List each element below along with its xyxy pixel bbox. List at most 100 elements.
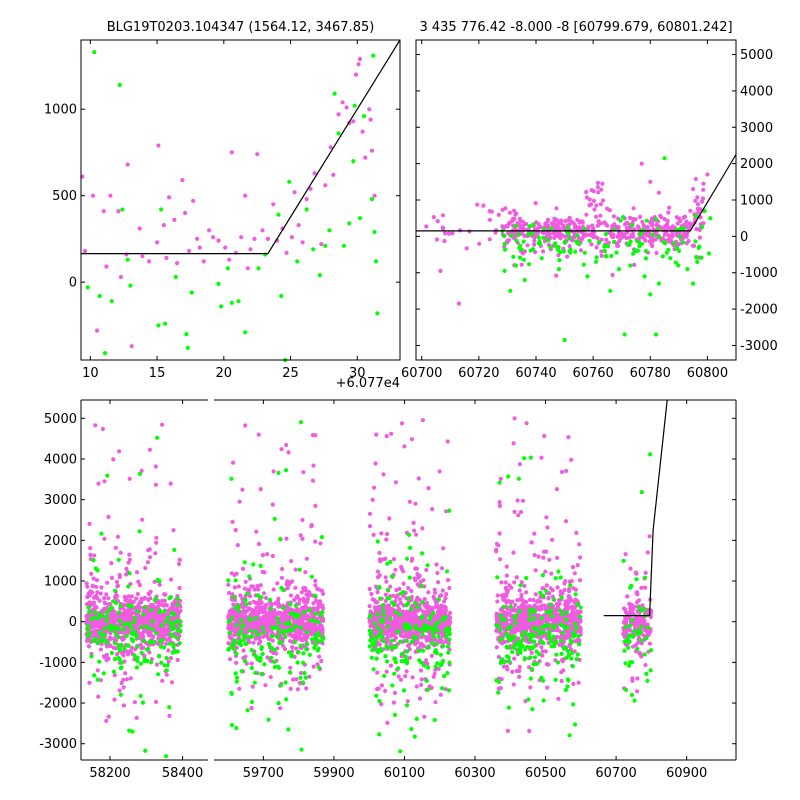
panel1-green-point <box>311 247 316 252</box>
panel2-magenta-point <box>612 222 617 227</box>
panel3-magenta-point <box>176 561 182 567</box>
panel3-magenta-point <box>545 616 550 622</box>
panel3-magenta-point <box>385 531 390 537</box>
panel2-green-point <box>708 216 713 221</box>
panel3-green-point <box>319 639 324 644</box>
panel3-magenta-point <box>95 668 100 673</box>
panel2-green-point <box>521 239 526 244</box>
panel2-magenta-point <box>593 214 599 219</box>
panel3-magenta-point <box>498 557 503 562</box>
panel3-magenta-point <box>310 433 316 438</box>
panel1-green-point <box>351 159 356 164</box>
panel2-green-point <box>566 231 571 236</box>
panel2-magenta-point <box>507 220 512 225</box>
panel2-green-point <box>622 332 627 337</box>
panel3-magenta-point <box>283 647 288 652</box>
panel2-green-point <box>581 262 586 267</box>
panel3-magenta-point <box>124 677 130 682</box>
panel3-green-point <box>301 651 306 656</box>
panel3-magenta-point <box>154 699 159 705</box>
panel3-magenta-point <box>397 597 403 602</box>
panel1-magenta-point <box>227 257 232 262</box>
panel3-magenta-point <box>248 594 253 599</box>
panel3-magenta-point <box>243 579 248 584</box>
panel3-magenta-point <box>513 602 518 608</box>
panel3-magenta-point <box>494 613 500 619</box>
panel1-green-point <box>185 345 190 350</box>
panel1-xtick-label: 30 <box>349 366 366 381</box>
panel2-green-point <box>521 257 526 262</box>
panel1-magenta-point <box>336 112 341 117</box>
panel3-magenta-point <box>91 629 96 635</box>
panel3-magenta-point <box>418 668 424 673</box>
panel3-magenta-point <box>542 549 547 554</box>
panel3-magenta-point <box>151 634 156 639</box>
panel3-green-point <box>130 729 135 734</box>
panel3-magenta-point <box>132 700 137 705</box>
panel3-green-point <box>132 653 137 658</box>
panel2-green-point <box>502 268 507 273</box>
panel3-magenta-point <box>175 657 180 663</box>
panel3-magenta-point <box>292 597 297 603</box>
panel3-magenta-point <box>389 431 394 436</box>
panel3-green-point <box>150 627 155 632</box>
panel1-magenta-point <box>167 195 172 200</box>
panel2-ytick-label: -3000 <box>740 339 778 354</box>
panel2-magenta-point <box>590 227 596 232</box>
panel3-green-point <box>309 618 314 623</box>
panel2-magenta-point <box>424 224 429 229</box>
panel3-green-point <box>229 691 234 696</box>
panel2-green-point <box>553 241 558 246</box>
panel2-magenta-point <box>699 199 705 204</box>
panel3-green-point <box>269 646 274 651</box>
panel3-magenta-point <box>311 664 316 669</box>
panel3-magenta-point <box>535 606 541 611</box>
panel3-green-point <box>127 571 132 576</box>
panel3-magenta-point <box>268 614 273 619</box>
panel3-magenta-point <box>115 584 120 589</box>
panel3-green-point <box>85 627 90 632</box>
panel3-magenta-point <box>433 700 438 705</box>
panel3-magenta-point <box>411 520 416 526</box>
panel2-green-point <box>575 233 580 238</box>
panel3-magenta-point <box>281 617 287 622</box>
panel2-green-point <box>618 218 623 223</box>
panel3-magenta-point <box>504 573 509 578</box>
panel3-green-point <box>166 615 171 621</box>
panel1-green-point <box>159 207 164 212</box>
panel3-magenta-point <box>230 519 235 525</box>
panel3-magenta-point <box>260 553 265 558</box>
panel3-magenta-point <box>446 578 451 583</box>
panel2-green-point <box>519 247 524 252</box>
panel3-magenta-point <box>578 609 583 615</box>
panel3-magenta-point <box>117 449 122 454</box>
panel2-magenta-point <box>590 223 595 228</box>
panel3-green-point <box>109 650 114 656</box>
panel3-magenta-point <box>289 559 294 564</box>
panel3-magenta-point <box>284 442 289 448</box>
panel1-title: BLG19T0203.104347 (1564.12, 3467.85) <box>107 20 375 35</box>
panel3-green-point <box>272 516 277 522</box>
panel3-green-point <box>138 693 143 699</box>
panel3-green-point <box>135 644 140 650</box>
panel3-magenta-point <box>258 639 263 644</box>
panel3-green-point <box>280 629 285 634</box>
panel3-magenta-point <box>549 571 554 576</box>
panel3-green-point <box>283 680 288 685</box>
panel1-green-point <box>332 91 337 96</box>
panel3-magenta-point <box>121 685 126 690</box>
panel3-magenta-point <box>226 582 231 587</box>
panel3-magenta-point <box>96 481 101 486</box>
panel3-magenta-point <box>167 713 172 719</box>
panel3-magenta-point <box>284 536 289 541</box>
panel3-magenta-point <box>94 578 100 583</box>
panel2-magenta-point <box>670 234 675 239</box>
panel2-magenta-point <box>587 197 592 202</box>
panel2-magenta-point <box>522 233 527 238</box>
panel2-magenta-point <box>442 238 447 244</box>
panel2-magenta-point <box>520 223 526 228</box>
panel3-green-point <box>158 608 163 613</box>
panel3-green-point <box>229 723 235 728</box>
panel2-magenta-point <box>642 236 647 241</box>
panel2-magenta-point <box>566 218 571 223</box>
